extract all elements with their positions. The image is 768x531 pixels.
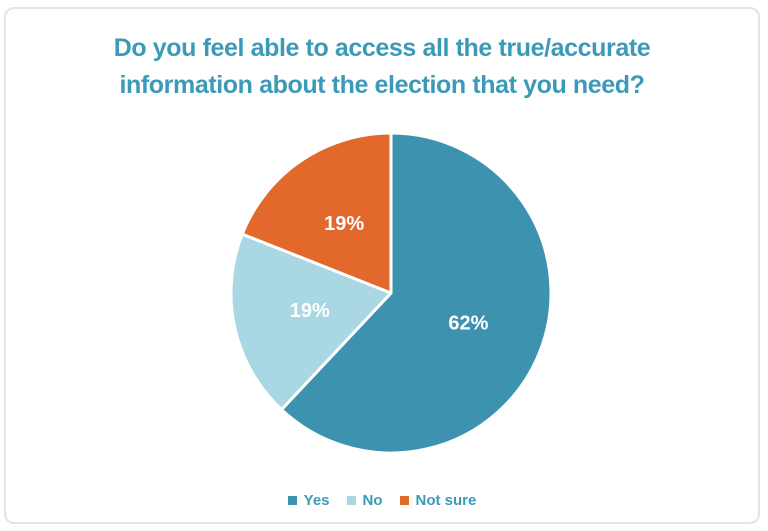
legend-label-yes: Yes (303, 492, 330, 509)
pie-slice-not-sure (240, 131, 393, 295)
chart-title-line-2: information about the election that you … (119, 71, 645, 99)
pie-slice-yes (279, 131, 553, 455)
legend-swatch-no (346, 496, 356, 505)
legend-item-no: No (346, 492, 383, 509)
chart-title: Do you feel able to access all the true/… (6, 30, 758, 104)
legend-label-not-sure: Not sure (415, 492, 477, 509)
legend-item-not-sure: Not sure (399, 492, 477, 509)
legend-swatch-yes (287, 496, 297, 505)
pie-label-yes: 62% (448, 313, 488, 335)
legend-label-no: No (362, 492, 383, 509)
pie-label-no: 19% (290, 300, 330, 322)
legend-swatch-not-sure (399, 496, 409, 505)
chart-card: Do you feel able to access all the true/… (4, 7, 760, 524)
chart-legend: Yes No Not sure (6, 492, 758, 509)
legend-item-yes: Yes (287, 492, 330, 509)
pie-chart: 62% 19% 19% (229, 131, 553, 455)
pie-label-not-sure: 19% (324, 213, 364, 235)
chart-title-line-1: Do you feel able to access all the true/… (113, 34, 651, 62)
